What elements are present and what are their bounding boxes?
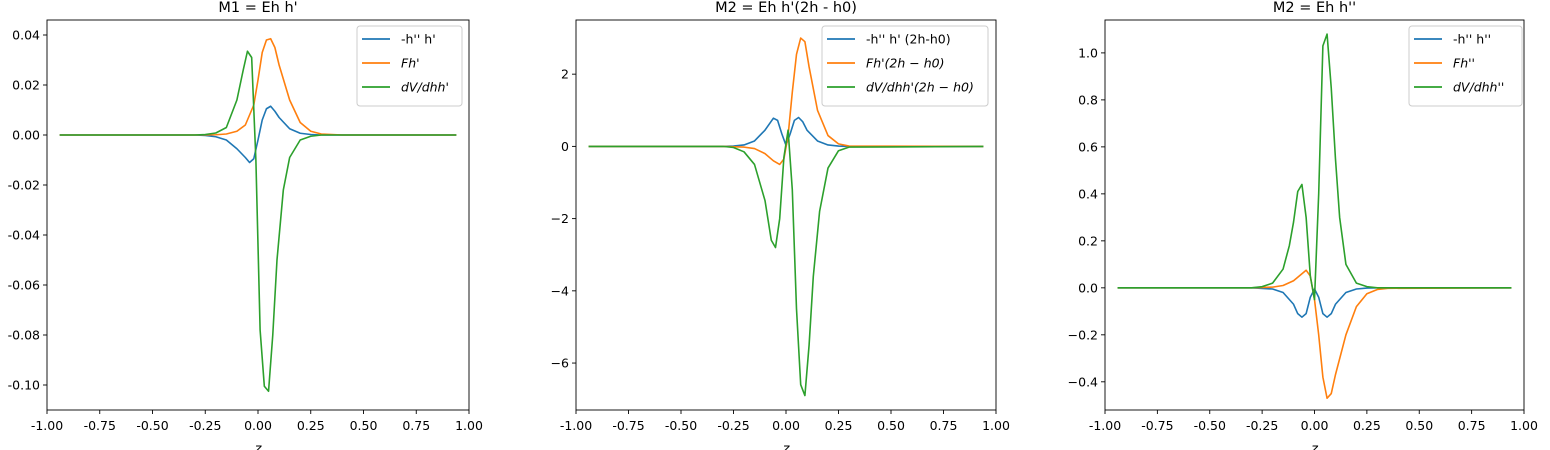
legend-entry: Fh' xyxy=(401,56,420,71)
x-tick-label: 1.00 xyxy=(455,418,483,433)
x-tick-label: 0.25 xyxy=(825,418,853,433)
series-line-2 xyxy=(59,37,457,136)
y-tick-label: 0.6 xyxy=(1078,139,1098,154)
x-tick-label: 0.00 xyxy=(244,418,272,433)
y-tick-label: 0.2 xyxy=(1078,233,1098,248)
legend: -h'' h' Fh' dV/dhh' xyxy=(356,25,463,107)
series-group xyxy=(59,37,457,393)
legend-entry: dV/dhh' xyxy=(401,80,449,95)
y-tick-label: -0.06 xyxy=(8,278,40,293)
x-tick-label: 1.00 xyxy=(1510,418,1538,433)
x-tick-label: 0.00 xyxy=(772,418,800,433)
y-tick-label: −0.4 xyxy=(1068,374,1098,389)
chart-panel-1: M1 = Eh h' -1.00 -0.75 -0.50 -0.25 0.00 0.25 0.… xyxy=(8,0,483,450)
x-tick-label: 0.75 xyxy=(1458,418,1486,433)
x-tick-label: 0.50 xyxy=(350,418,378,433)
legend: -h'' h' (2h-h0) Fh'(2h − h0) dV/dhh'(2h − … xyxy=(821,25,989,107)
x-tick-label: -1.00 xyxy=(31,418,63,433)
series-line-2 xyxy=(1117,269,1512,400)
legend-entry: -h'' h'' xyxy=(1453,32,1491,47)
x-axis-label: z xyxy=(782,442,791,450)
x-tick-label: -0.50 xyxy=(665,418,697,433)
y-tick-label: 0.8 xyxy=(1078,92,1098,107)
x-tick-label: 0.00 xyxy=(1301,418,1329,433)
x-tick-label: 0.50 xyxy=(1405,418,1433,433)
legend-entry: -h'' h' xyxy=(401,32,436,47)
x-axis-label: z xyxy=(254,442,263,450)
y-tick-label: −2 xyxy=(551,211,569,226)
series-line-1 xyxy=(1117,287,1512,319)
y-tick-label: -0.02 xyxy=(8,178,40,193)
series-line-3 xyxy=(588,129,984,397)
x-tick-label: -0.50 xyxy=(1194,418,1226,433)
y-tick-label: 2 xyxy=(561,67,569,82)
y-tick-label: 0.02 xyxy=(12,78,40,93)
legend: -h'' h'' Fh'' dV/dhh'' xyxy=(1408,25,1523,107)
y-tick-label: 0.4 xyxy=(1078,186,1098,201)
series-line-3 xyxy=(1117,33,1512,301)
legend-entry: Fh'(2h − h0) xyxy=(866,56,944,71)
series-line-2 xyxy=(588,37,984,166)
chart-title: M2 = Eh h'' xyxy=(1273,0,1356,16)
y-tick-label: 0.00 xyxy=(12,128,40,143)
chart-title: M1 = Eh h' xyxy=(218,0,297,16)
x-tick-label: 0.75 xyxy=(402,418,430,433)
legend-box xyxy=(1408,25,1523,107)
x-tick-label: -1.00 xyxy=(1089,418,1121,433)
legend-box xyxy=(356,25,463,107)
x-tick-label: -0.25 xyxy=(717,418,749,433)
x-tick-label: -0.50 xyxy=(136,418,168,433)
chart-title: M2 = Eh h'(2h - h0) xyxy=(715,0,857,16)
y-tick-label: 0 xyxy=(561,139,569,154)
x-tick-label: -0.75 xyxy=(1141,418,1173,433)
x-tick-label: -0.25 xyxy=(1246,418,1278,433)
chart-panel-2: M2 = Eh h'(2h - h0) -1.00 -0.75 -0.50 -0.25 0… xyxy=(551,0,1010,450)
series-group xyxy=(588,37,984,397)
x-tick-label: -0.75 xyxy=(612,418,644,433)
y-tick-label: −0.2 xyxy=(1068,327,1098,342)
legend-entry: Fh'' xyxy=(1453,56,1475,71)
series-group xyxy=(1117,33,1512,400)
y-tick-label: −4 xyxy=(551,283,569,298)
x-axis-label: z xyxy=(1310,442,1319,450)
x-tick-label: 0.25 xyxy=(1353,418,1381,433)
y-tick-label: -0.10 xyxy=(8,378,40,393)
x-tick-label: -0.75 xyxy=(84,418,116,433)
y-tick-label: 1.0 xyxy=(1078,45,1098,60)
legend-entry: -h'' h' (2h-h0) xyxy=(866,32,951,47)
y-tick-label: -0.04 xyxy=(8,228,40,243)
x-tick-label: 0.50 xyxy=(877,418,905,433)
x-tick-label: -0.25 xyxy=(189,418,221,433)
x-tick-label: 0.75 xyxy=(930,418,958,433)
y-tick-label: -0.08 xyxy=(8,328,40,343)
legend-entry: dV/dhh'' xyxy=(1453,80,1504,95)
series-line-3 xyxy=(59,50,457,393)
x-tick-label: -1.00 xyxy=(560,418,592,433)
legend-box xyxy=(821,25,989,107)
y-tick-label: 0.0 xyxy=(1078,280,1098,295)
x-tick-label: 1.00 xyxy=(982,418,1010,433)
y-tick-label: −6 xyxy=(551,356,569,371)
series-line-1 xyxy=(59,105,457,164)
chart-panel-3: M2 = Eh h'' -1.00 -0.75 -0.50 -0.25 0.00 0.25 0… xyxy=(1068,0,1538,450)
x-tick-label: 0.25 xyxy=(297,418,325,433)
legend-entry: dV/dhh'(2h − h0) xyxy=(866,80,974,95)
y-tick-label: 0.04 xyxy=(12,28,40,43)
